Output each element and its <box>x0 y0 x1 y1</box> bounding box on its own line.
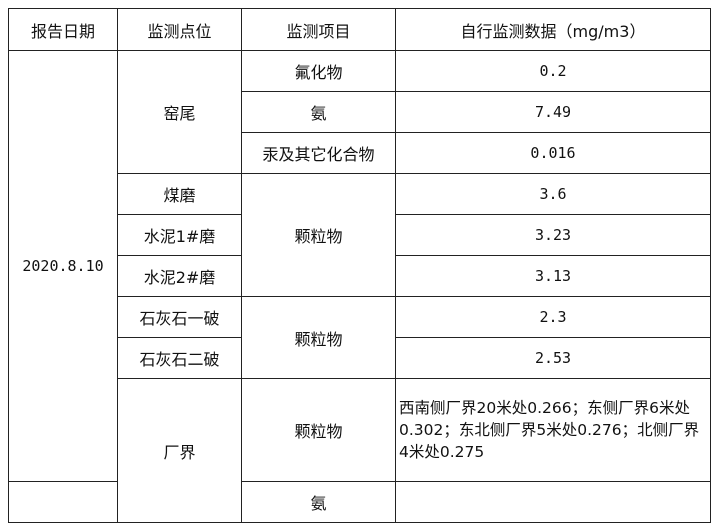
item-cell: 颗粒物 <box>241 378 396 482</box>
table-row: 水泥2#磨 3.13 <box>9 255 711 297</box>
table-row: 氨 <box>8 481 711 523</box>
table-row: 厂界 颗粒物 西南侧厂界20米处0.266；东侧厂界6米处0.302；东北侧厂界… <box>9 378 711 523</box>
empty-cell <box>8 481 118 523</box>
table-row: 石灰石一破 颗粒物 2.3 <box>9 296 711 379</box>
header-data: 自行监测数据（mg/m3） <box>395 8 711 51</box>
item-cell: 氟化物 <box>241 50 396 92</box>
value-cell: 3.13 <box>395 255 711 297</box>
table-row: 石灰石二破 2.53 <box>9 337 711 379</box>
header-row: 报告日期 监测点位 监测项目 自行监测数据（mg/m3） <box>8 8 711 51</box>
site-cell: 水泥1#磨 <box>117 214 242 256</box>
value-cell: 3.23 <box>395 214 711 256</box>
header-item: 监测项目 <box>241 8 396 51</box>
site-cell: 石灰石二破 <box>117 337 242 379</box>
header-site: 监测点位 <box>117 8 242 51</box>
item-cell: 氨 <box>241 91 396 133</box>
site-cell: 厂界 <box>117 378 242 523</box>
table-row: 氨 7.49 <box>9 91 711 133</box>
value-cell: 2.3 <box>395 296 711 338</box>
site-cell: 水泥2#磨 <box>117 255 242 297</box>
table-row: 2020.8.10 窑尾 氟化物 0.2 <box>8 50 711 482</box>
value-cell: 西南侧厂界20米处0.266；东侧厂界6米处0.302；东北侧厂界5米处0.27… <box>395 378 711 482</box>
report-date: 2020.8.10 <box>8 50 118 482</box>
item-cell: 颗粒物 <box>241 296 396 379</box>
monitoring-table: 报告日期 监测点位 监测项目 自行监测数据（mg/m3） 2020.8.10 窑… <box>8 8 711 523</box>
value-cell: 7.49 <box>395 91 711 133</box>
table-row: 水泥1#磨 3.23 <box>9 214 711 256</box>
item-cell: 氨 <box>241 481 396 523</box>
site-cell: 窑尾 <box>117 50 242 174</box>
table-row: 煤磨 颗粒物 3.6 <box>9 173 711 297</box>
item-cell: 汞及其它化合物 <box>241 132 396 174</box>
value-cell <box>395 481 711 523</box>
value-cell: 0.2 <box>395 50 711 92</box>
item-cell: 颗粒物 <box>241 173 396 297</box>
value-cell: 3.6 <box>395 173 711 215</box>
site-cell: 煤磨 <box>117 173 242 215</box>
table-row: 汞及其它化合物 0.016 <box>9 132 711 174</box>
site-cell: 石灰石一破 <box>117 296 242 338</box>
header-date: 报告日期 <box>8 8 118 51</box>
value-cell: 0.016 <box>395 132 711 174</box>
value-cell: 2.53 <box>395 337 711 379</box>
